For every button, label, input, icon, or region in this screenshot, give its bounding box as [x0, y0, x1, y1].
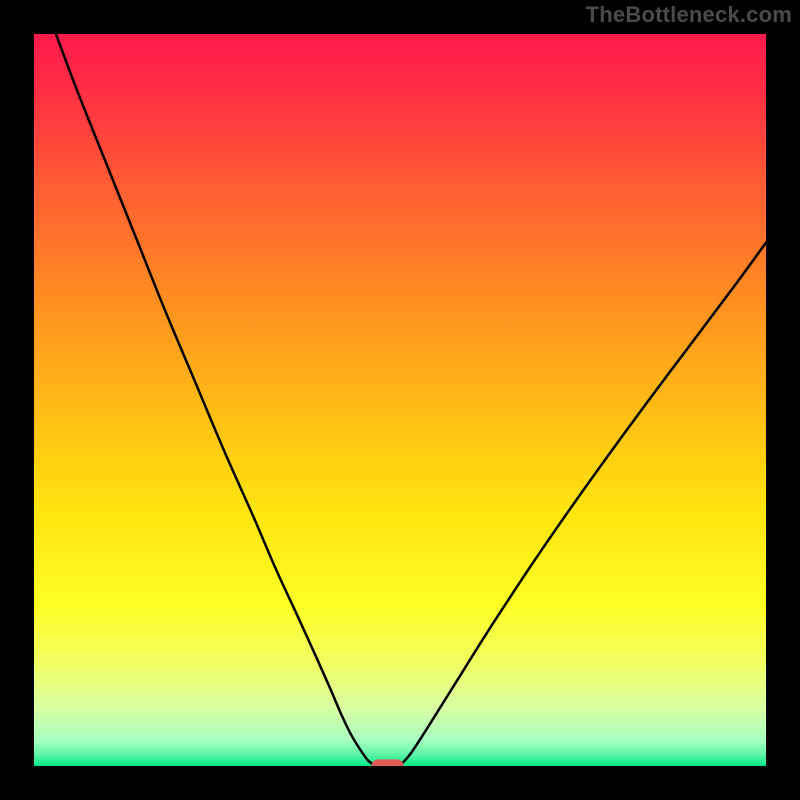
watermark-text: TheBottleneck.com [586, 2, 792, 28]
plot-background [34, 34, 766, 766]
bottleneck-chart [0, 0, 800, 800]
chart-container: TheBottleneck.com [0, 0, 800, 800]
